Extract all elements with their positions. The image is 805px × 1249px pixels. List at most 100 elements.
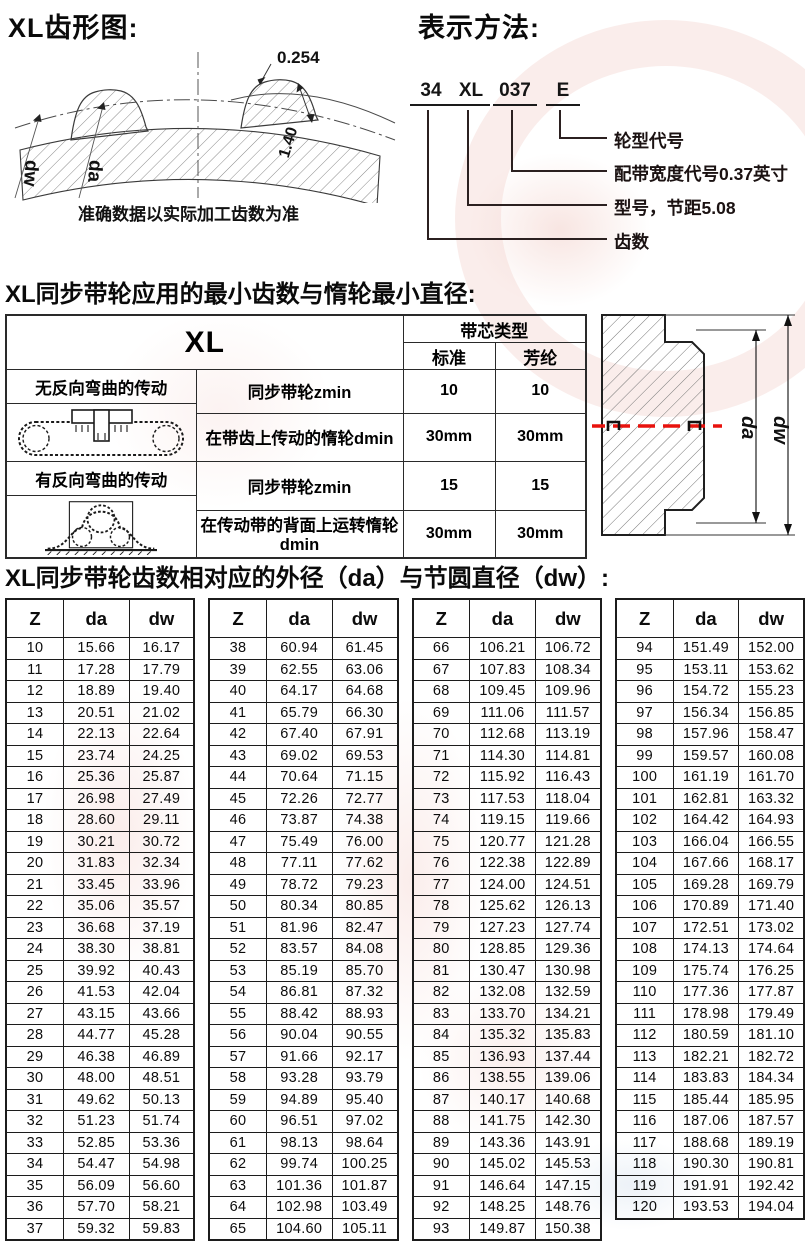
table-row: 23 36.68 37.19: [5, 916, 195, 939]
cell-value: 106.72: [534, 637, 602, 660]
table-row: 44 70.64 71.15: [208, 766, 399, 789]
cell-value: 124.00: [469, 873, 536, 896]
core-type-aramid-cell: 芳纶: [494, 342, 587, 370]
cell-value: 88: [411, 1110, 471, 1133]
cell-value: 45: [208, 787, 267, 810]
cell-value: 66.30: [331, 701, 399, 724]
column-header: dw: [534, 598, 602, 638]
cell-value: 14: [5, 723, 64, 746]
cell-value: 49: [208, 873, 267, 896]
table-row: 88 141.75 142.30: [411, 1110, 602, 1133]
cell-value: 44: [208, 766, 267, 789]
table-row: 41 65.79 66.30: [208, 701, 399, 724]
cell-value: 79: [411, 916, 471, 939]
cell-value: 41: [208, 701, 267, 724]
table-row: 105 169.28 169.79: [615, 873, 805, 896]
cell-value: 57: [208, 1045, 267, 1068]
cell-value: 150.38: [534, 1217, 602, 1241]
table-row: 94 151.49 152.00: [615, 637, 805, 660]
cell-value: 45.28: [128, 1024, 195, 1047]
cell-value: 114.30: [469, 744, 536, 767]
cell-value: 157.96: [672, 723, 740, 746]
cell-value: 175.74: [672, 959, 740, 982]
designation-label-model: 型号，节距5.08: [614, 198, 736, 218]
cell-value: 41.53: [62, 981, 130, 1004]
table-row: 63 101.36 101.87: [208, 1174, 399, 1197]
cell-value: 19: [5, 830, 64, 853]
cell-value: 112: [615, 1024, 674, 1047]
row-value-aramid: 10: [494, 369, 587, 414]
table-row: 38 60.94 61.45: [208, 637, 399, 660]
cell-value: 64.68: [331, 680, 399, 703]
cell-value: 105.11: [331, 1217, 399, 1241]
cell-value: 98.13: [265, 1131, 333, 1154]
table-row: 31 49.62 50.13: [5, 1088, 195, 1111]
cell-value: 114: [615, 1067, 674, 1090]
pulley-cross-section-diagram: da dw: [592, 314, 795, 536]
cell-value: 148.25: [469, 1196, 536, 1219]
cell-value: 30: [5, 1067, 64, 1090]
tooth-section-title: XL齿形图:: [8, 13, 139, 43]
cell-value: 61: [208, 1131, 267, 1154]
arrowhead: [97, 102, 106, 110]
table-row: 52 83.57 84.08: [208, 938, 399, 961]
cell-value: 89: [411, 1131, 471, 1154]
cell-value: 19.40: [128, 680, 195, 703]
table-row: 25 39.92 40.43: [5, 959, 195, 982]
cell-value: 16: [5, 766, 64, 789]
cell-value: 46.89: [128, 1045, 195, 1068]
table-row: 103 166.04 166.55: [615, 830, 805, 853]
cell-value: 81: [411, 959, 471, 982]
table-row: 80 128.85 129.36: [411, 938, 602, 961]
cell-value: 43.15: [62, 1002, 130, 1025]
cell-value: 67.40: [265, 723, 333, 746]
cell-value: 130.47: [469, 959, 536, 982]
arrowhead: [296, 83, 304, 93]
cell-value: 36.68: [62, 916, 130, 939]
table-row: 74 119.15 119.66: [411, 809, 602, 832]
cell-value: 120.77: [469, 830, 536, 853]
cell-value: 80.85: [331, 895, 399, 918]
table-row: 67 107.83 108.34: [411, 658, 602, 681]
designation-diagram: 34 XL 037 E 轮型代号 配带宽度代号0.37英寸 型号，节距5.08 …: [402, 52, 804, 267]
table-row: 111 178.98 179.49: [615, 1002, 805, 1025]
cell-value: 59.32: [62, 1217, 130, 1241]
serpentine-diagram: [7, 496, 196, 557]
group-reverse-cell: 有反向弯曲的传动: [5, 461, 197, 559]
group-no-reverse-cell: 无反向弯曲的传动: [5, 369, 197, 462]
table-row: 49 78.72 79.23: [208, 873, 399, 896]
table-row: 109 175.74 176.25: [615, 959, 805, 982]
cell-value: 69.53: [331, 744, 399, 767]
column-header: Z: [208, 598, 267, 638]
cell-value: 135.32: [469, 1024, 536, 1047]
cell-value: 153.11: [672, 658, 740, 681]
cell-value: 115.92: [469, 766, 536, 789]
cell-value: 49.62: [62, 1088, 130, 1111]
cell-value: 104: [615, 852, 674, 875]
cell-value: 114.81: [534, 744, 602, 767]
cell-value: 56: [208, 1024, 267, 1047]
table-row: 43 69.02 69.53: [208, 744, 399, 767]
cell-value: 35.57: [128, 895, 195, 918]
cell-value: 117: [615, 1131, 674, 1154]
table-row: 98 157.96 158.47: [615, 723, 805, 746]
cell-value: 79.23: [331, 873, 399, 896]
column-header: Z: [5, 598, 64, 638]
cell-value: 60: [208, 1110, 267, 1133]
table-row: 19 30.21 30.72: [5, 830, 195, 853]
dim-leader: [261, 63, 272, 81]
cell-value: 33.45: [62, 873, 130, 896]
cell-value: 78.72: [265, 873, 333, 896]
cell-value: 90: [411, 1153, 471, 1176]
cell-value: 70: [411, 723, 471, 746]
cell-value: 92: [411, 1196, 471, 1219]
cell-value: 35: [5, 1174, 64, 1197]
cell-value: 27: [5, 1002, 64, 1025]
cell-value: 36: [5, 1196, 64, 1219]
da-label: da: [737, 416, 759, 439]
cell-value: 194.04: [738, 1196, 805, 1219]
table-row: 71 114.30 114.81: [411, 744, 602, 767]
